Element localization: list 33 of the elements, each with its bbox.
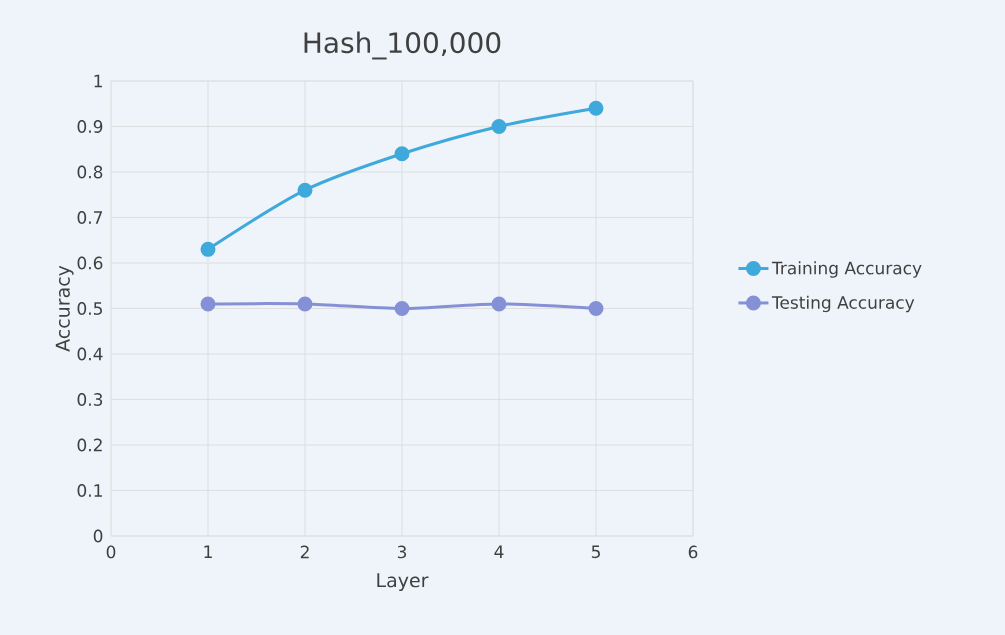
x-tick-label: 5 (591, 545, 600, 559)
point (394, 146, 410, 162)
x-tick-label: 2 (300, 545, 309, 559)
x-tick-label: 0 (106, 545, 116, 559)
x-axis-title: Layer (377, 573, 429, 592)
x-tick-label: 3 (397, 545, 407, 559)
y-tick-label: 1 (94, 74, 102, 88)
y-tick-label: 0.4 (77, 347, 103, 361)
point (588, 100, 604, 116)
point (297, 296, 313, 312)
point (588, 300, 604, 316)
point (200, 296, 216, 312)
point (491, 296, 507, 312)
y-tick-label: 0.8 (77, 165, 103, 179)
point (491, 118, 507, 134)
y-tick-label: 0.7 (77, 211, 103, 224)
x-tick-label: 6 (688, 545, 698, 559)
y-tick-label: 0.5 (77, 302, 102, 315)
x-tick-label: 1 (204, 545, 212, 558)
x-tick-label: 4 (494, 545, 504, 558)
point (297, 182, 313, 198)
chart-title: Hash_100,000 (304, 31, 501, 60)
y-tick-label: 0 (93, 529, 103, 543)
legend-label: Training Accuracy (771, 261, 922, 278)
y-tick-label: 0.9 (77, 120, 103, 133)
y-tick-label: 0.3 (77, 393, 103, 406)
y-tick-label: 0.6 (77, 256, 103, 270)
y-tick-label: 0.1 (77, 484, 102, 497)
point (200, 241, 216, 257)
point (394, 300, 410, 316)
y-axis-title: Accuracy (55, 265, 74, 352)
y-tick-label: 0.2 (77, 438, 102, 452)
legend-label: Testing Accuracy (771, 295, 915, 313)
